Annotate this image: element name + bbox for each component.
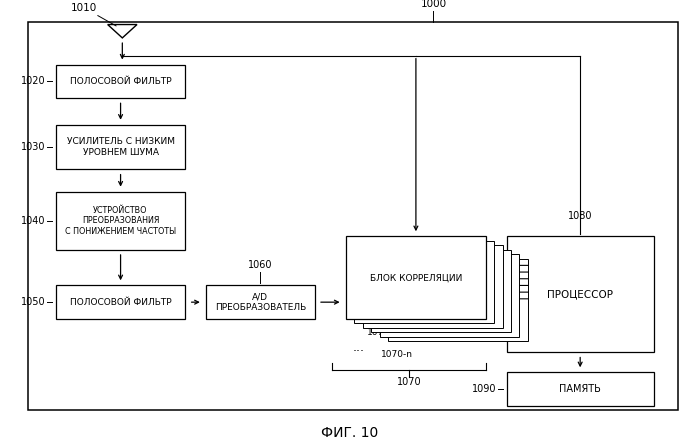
Text: ФИГ. 10: ФИГ. 10	[321, 425, 378, 440]
Text: 1080: 1080	[568, 211, 593, 221]
Text: 1000: 1000	[420, 0, 447, 9]
Bar	[28, 22, 678, 410]
Bar	[56, 125, 185, 169]
Text: УСТРОЙСТВО
ПРЕОБРАЗОВАНИЯ
С ПОНИЖЕНИЕМ ЧАСТОТЫ: УСТРОЙСТВО ПРЕОБРАЗОВАНИЯ С ПОНИЖЕНИЕМ Ч…	[65, 206, 176, 235]
Bar	[56, 285, 185, 319]
Bar	[363, 245, 503, 328]
Text: A/D
ПРЕОБРАЗОВАТЕЛЬ: A/D ПРЕОБРАЗОВАТЕЛЬ	[215, 293, 306, 312]
Text: 1070-n: 1070-n	[381, 350, 413, 359]
Text: ПОЛОСОВОЙ ФИЛЬТР: ПОЛОСОВОЙ ФИЛЬТР	[70, 297, 171, 307]
Text: 1050: 1050	[21, 297, 45, 307]
Bar	[56, 192, 185, 250]
Text: 1010: 1010	[71, 4, 97, 13]
Bar	[388, 259, 528, 341]
Text: ...: ...	[353, 341, 365, 354]
Text: 1060: 1060	[248, 260, 273, 270]
Text: 1020: 1020	[21, 76, 45, 87]
Text: УСИЛИТЕЛЬ С НИЗКИМ
УРОВНЕМ ШУМА: УСИЛИТЕЛЬ С НИЗКИМ УРОВНЕМ ШУМА	[66, 137, 175, 157]
Text: 1030: 1030	[21, 142, 45, 152]
Bar	[346, 236, 486, 319]
Bar	[354, 241, 494, 323]
Text: БЛОК КОРРЕЛЯЦИИ: БЛОК КОРРЕЛЯЦИИ	[370, 273, 462, 282]
Text: ПОЛОСОВОЙ ФИЛЬТР: ПОЛОСОВОЙ ФИЛЬТР	[70, 77, 171, 86]
Text: 1070-1: 1070-1	[367, 328, 399, 337]
Bar	[371, 250, 511, 332]
Text: 1070: 1070	[396, 377, 421, 387]
Text: ПАМЯТЬ: ПАМЯТЬ	[559, 384, 601, 394]
Bar	[380, 254, 519, 337]
Text: 1090: 1090	[472, 384, 496, 394]
Bar	[507, 372, 654, 406]
Text: ПРОЦЕССОР: ПРОЦЕССОР	[547, 289, 613, 299]
Bar	[56, 65, 185, 98]
Bar	[206, 285, 315, 319]
Bar	[507, 236, 654, 352]
Text: 1040: 1040	[21, 216, 45, 226]
